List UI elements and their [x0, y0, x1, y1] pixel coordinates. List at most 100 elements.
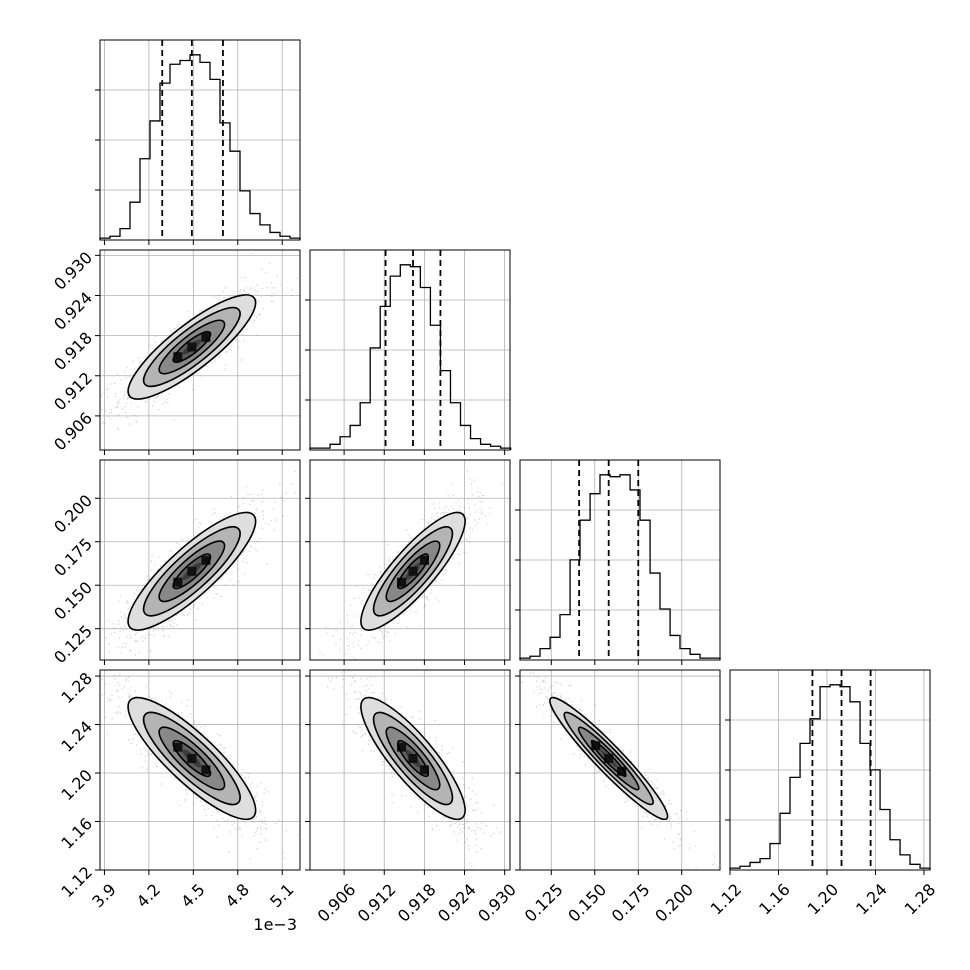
panel-frame	[519, 459, 721, 661]
density-peak	[419, 555, 429, 565]
contour-line	[127, 294, 257, 400]
scatter-panel-3-1	[309, 669, 511, 871]
y-tick-label: 0.200	[50, 491, 96, 537]
scatter-panel-1-0	[99, 249, 301, 451]
x-tick-label: 0.175	[608, 880, 654, 926]
density-peak	[173, 352, 183, 362]
scatter-panel-2-1	[309, 459, 511, 661]
panel-frame	[309, 249, 511, 451]
contour-line	[563, 711, 654, 806]
y-tick-label: 1.20	[57, 766, 96, 805]
contour-line	[158, 319, 226, 375]
contour-line	[549, 696, 669, 821]
contour-line	[577, 726, 640, 791]
contour-line	[385, 540, 441, 603]
panel-content	[310, 460, 510, 660]
y-tick-label: 0.924	[50, 288, 96, 334]
x-tick-label: 0.906	[314, 880, 360, 926]
histogram-step	[99, 54, 301, 240]
y-tick-label: 1.16	[57, 814, 96, 853]
density-peak	[397, 577, 407, 587]
density-peak	[187, 342, 197, 352]
panel-frame	[99, 669, 301, 871]
contour-line	[396, 739, 430, 778]
contour-line	[127, 511, 257, 631]
density-peak	[397, 742, 407, 752]
x-tick-label: 1.28	[901, 880, 940, 919]
density-peak	[187, 566, 197, 576]
y-tick-label: 0.150	[50, 578, 96, 624]
x-tick-label: 0.912	[354, 880, 400, 926]
density-peak	[408, 566, 418, 576]
contour-line	[172, 553, 212, 590]
contour-line	[142, 306, 241, 388]
y-tick-label: 0.906	[50, 408, 96, 454]
histogram-panel-0	[95, 39, 301, 241]
contour-line	[372, 526, 454, 617]
contour-line	[127, 696, 257, 821]
density-peak	[173, 742, 183, 752]
x-tick-label: 1.12	[707, 880, 746, 919]
histogram-step	[309, 264, 512, 450]
panel-frame	[309, 459, 511, 661]
contour-line	[372, 711, 454, 806]
panel-content	[100, 670, 300, 870]
density-peak	[617, 766, 627, 776]
scatter-panel-2-0	[99, 459, 301, 661]
panel-frame	[309, 669, 511, 871]
y-tick-label: 0.918	[50, 328, 96, 374]
contour-line	[396, 553, 430, 590]
contour-line	[360, 696, 466, 821]
histogram-panel-2	[515, 459, 721, 661]
x-tick-label: 1.24	[852, 880, 891, 919]
x-tick-label: 0.125	[521, 880, 567, 926]
y-tick-label: 0.125	[50, 621, 96, 667]
panel-content	[100, 250, 300, 450]
panel-frame	[729, 669, 931, 871]
histogram-step	[519, 474, 721, 660]
contour-line	[142, 711, 241, 806]
contour-line	[360, 511, 466, 631]
histogram-panel-3	[725, 669, 931, 871]
panel-frame	[99, 249, 301, 451]
histogram-step	[729, 684, 931, 870]
histogram-panel-1	[305, 249, 512, 451]
scatter-panel-3-2	[519, 669, 721, 871]
x-tick-label: 0.200	[651, 880, 697, 926]
contour-line	[172, 739, 212, 778]
panel-frame	[519, 669, 721, 871]
density-peak	[201, 765, 211, 775]
panel-content	[310, 670, 510, 870]
x-tick-label: 4.5	[177, 880, 208, 911]
density-peak	[419, 765, 429, 775]
density-peak	[591, 741, 601, 751]
y-tick-label: 0.175	[50, 534, 96, 580]
x-tick-label: 5.1	[266, 880, 297, 911]
y-tick-label: 1.28	[57, 669, 96, 708]
x-tick-label: 0.918	[394, 880, 440, 926]
contour-line	[385, 726, 441, 791]
panel-frame	[99, 39, 301, 241]
y-tick-label: 0.912	[50, 368, 96, 414]
contour-line	[142, 526, 241, 617]
x-tick-label: 0.150	[564, 880, 610, 926]
density-peak	[201, 555, 211, 565]
contour-line	[172, 330, 212, 364]
x-tick-label: 3.9	[88, 880, 119, 911]
density-peak	[604, 753, 614, 763]
y-tick-label: 1.24	[57, 717, 96, 756]
contour-line	[158, 540, 226, 603]
x-tick-label: 0.930	[474, 880, 520, 926]
density-peak	[187, 753, 197, 763]
x-tick-label: 1.20	[804, 880, 843, 919]
contour-line	[590, 739, 627, 778]
corner-plot-panels: 3.9 4.2 4.5 4.8 5.1 0.9060.9120.9180.9240.930…	[50, 39, 940, 934]
density-peak	[408, 753, 418, 763]
density-peak	[201, 332, 211, 342]
x-tick-label: 4.2	[133, 880, 164, 911]
contour-line	[158, 726, 226, 791]
panel-frame	[99, 459, 301, 661]
x-tick-label: 0.924	[434, 880, 480, 926]
panel-content	[520, 670, 720, 870]
